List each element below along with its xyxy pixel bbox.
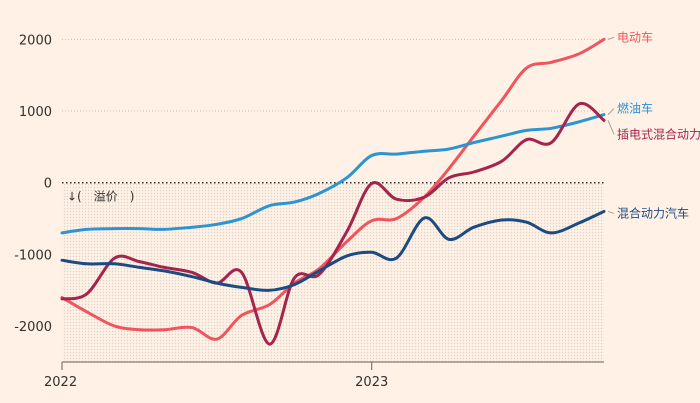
series-line-ice [60, 113, 606, 235]
y-tick-label: 2000 [19, 33, 52, 48]
series-label-ev: 电动车 [617, 29, 653, 44]
x-ticks: 2022 2023 [44, 362, 388, 390]
x-tick-label: 2023 [355, 375, 388, 390]
y-tick-label: 1000 [19, 105, 52, 120]
x-tick-label: 2022 [44, 375, 77, 390]
grid [62, 38, 604, 184]
series-leader-phev [607, 120, 615, 135]
series-leader-ice [607, 108, 615, 115]
series-line-hybrid [60, 209, 606, 292]
series-labels: 电动车燃油车插电式混合动力汽车混合动力汽车 [607, 29, 700, 220]
series-label-hybrid: 混合动力汽车 [617, 205, 689, 220]
y-tick-label: -2000 [14, 320, 52, 335]
series-line-phev [60, 101, 606, 346]
premium-annotation: ↓( 溢价 ) [67, 190, 134, 204]
series-label-ice: 燃油车 [617, 101, 653, 116]
negative-area [62, 182, 604, 362]
y-tick-label: -1000 [14, 248, 52, 263]
y-tick-label: 0 [44, 177, 52, 192]
series-label-phev: 插电式混合动力汽车 [617, 126, 700, 141]
series-leader-hybrid [607, 210, 615, 214]
y-ticks: 2000 1000 0 -1000 -2000 [14, 33, 52, 335]
series-leader-ev [607, 36, 615, 40]
series-lines [60, 37, 606, 346]
